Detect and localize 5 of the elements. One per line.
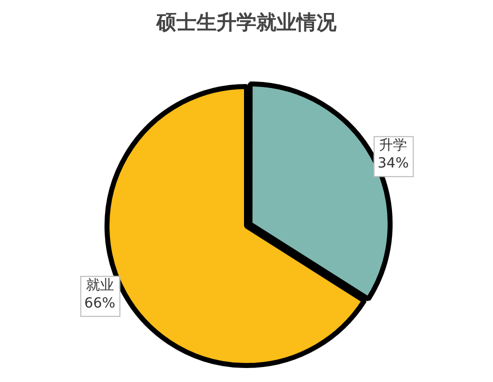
slice-label: 就业 <box>86 278 114 294</box>
data-label: 66% <box>84 296 116 312</box>
slice-label: 升学 <box>379 138 408 154</box>
data-label: 34% <box>378 156 409 172</box>
chart-title: 硕士生升学就业情况 <box>156 10 338 34</box>
